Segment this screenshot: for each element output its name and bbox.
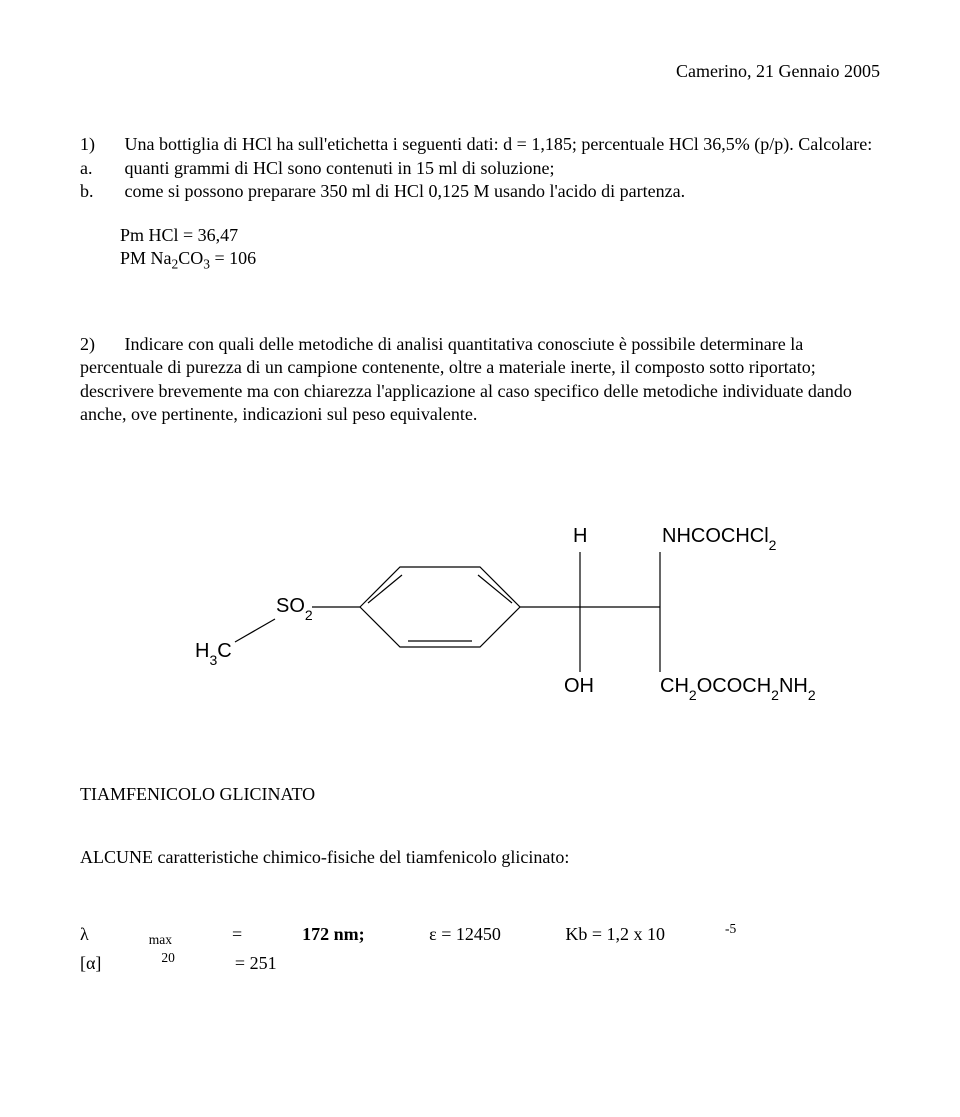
mol-label-so2: SO2 bbox=[276, 595, 313, 623]
question-1: 1) Una bottiglia di HCl ha sull'etichett… bbox=[80, 133, 880, 273]
q1-text: Una bottiglia di HCl ha sull'etichetta i… bbox=[125, 134, 873, 154]
header-date: Camerino, 21 Gennaio 2005 bbox=[80, 60, 880, 83]
mol-label-ch2ococh2nh2: CH2OCOCH2NH2 bbox=[660, 675, 816, 703]
question-2: 2) Indicare con quali delle metodiche di… bbox=[80, 333, 880, 427]
q1-const2-post: = 106 bbox=[210, 248, 256, 268]
q1-const1-val: 36,47 bbox=[198, 225, 239, 245]
mol-label-nhcochcl2: NHCOCHCl2 bbox=[662, 525, 777, 553]
kb: Kb = 1,2 x 10-5 bbox=[565, 920, 796, 946]
q2-number: 2) bbox=[80, 333, 120, 356]
q1-b-label: b. bbox=[80, 180, 120, 203]
q1-a-text: quanti grammi di HCl sono contenuti in 1… bbox=[125, 158, 555, 178]
q1-const1-pre: Pm HCl = bbox=[120, 225, 198, 245]
mol-label-h3c: H3C bbox=[195, 640, 232, 668]
final-properties: λmax = 172 nm; ε = 12450 Kb = 1,2 x 10-5… bbox=[80, 920, 880, 976]
q1-number: 1) bbox=[80, 133, 120, 156]
characteristics-line: ALCUNE caratteristiche chimico-fisiche d… bbox=[80, 846, 880, 869]
epsilon: ε = 12450 bbox=[429, 923, 501, 946]
mol-label-oh: OH bbox=[564, 675, 594, 697]
q1-b-text: come si possono preparare 350 ml di HCl … bbox=[125, 181, 686, 201]
molecule-diagram: H NHCOCHCl2 SO2 H3C OH CH2OCOCH2NH2 bbox=[80, 467, 880, 753]
q1-constants: Pm HCl = 36,47 PM Na2CO3 = 106 bbox=[120, 224, 880, 274]
q1-const1: Pm HCl = 36,47 bbox=[120, 224, 880, 247]
q1-a-label: a. bbox=[80, 157, 120, 180]
lambda-max: λmax = 172 nm; bbox=[80, 923, 365, 949]
q1-const2-pre: PM Na bbox=[120, 248, 172, 268]
mol-label-h: H bbox=[573, 525, 587, 547]
q2-text: Indicare con quali delle metodiche di an… bbox=[80, 334, 852, 424]
alpha: [α]20 = 251 bbox=[80, 949, 337, 975]
q1-const2-mid: CO bbox=[178, 248, 203, 268]
compound-name: TIAMFENICOLO GLICINATO bbox=[80, 783, 880, 806]
q1-const2: PM Na2CO3 = 106 bbox=[120, 247, 880, 273]
